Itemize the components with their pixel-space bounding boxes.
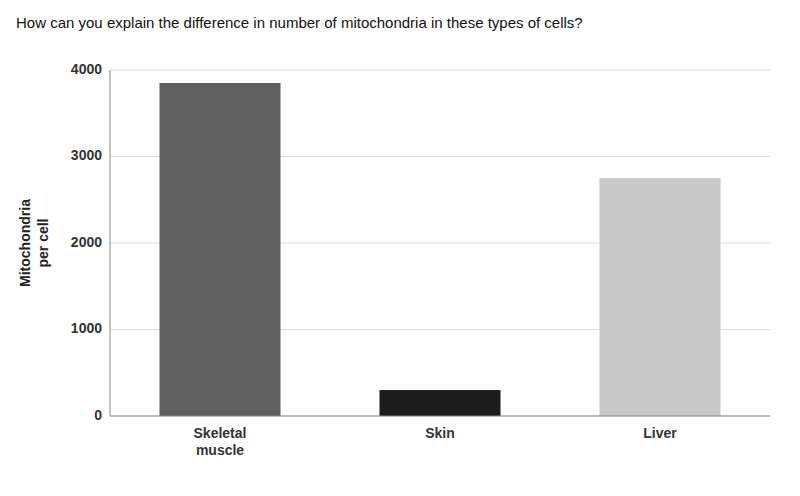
grid-line [110,70,770,71]
x-tick-label: Skin [425,425,455,441]
chart-container: How can you explain the difference in nu… [0,0,800,496]
y-tick-label: 0 [94,407,102,423]
bar [380,390,501,416]
chart-title: How can you explain the difference in nu… [16,14,583,31]
y-tick-label: 4000 [71,61,102,77]
chart-svg: How can you explain the difference in nu… [0,0,800,496]
x-tick-label: Liver [643,425,677,441]
y-axis-ticks: 0 1000 2000 3000 4000 [71,61,102,423]
grid-line [110,416,770,417]
axes [110,70,770,416]
bars [160,83,721,416]
x-tick-label: Skeletalmuscle [194,425,247,458]
grid [110,70,770,416]
y-axis-line [110,70,111,416]
y-tick-label: 2000 [71,234,102,250]
y-tick-label: 3000 [71,147,102,163]
y-axis-label: Mitochondriaper cell [17,199,51,287]
x-axis-line [110,416,770,417]
x-axis-ticks: Skeletalmuscle Skin Liver [194,425,678,458]
y-tick-label: 1000 [71,320,102,336]
bar [600,178,721,416]
bar [160,83,281,416]
